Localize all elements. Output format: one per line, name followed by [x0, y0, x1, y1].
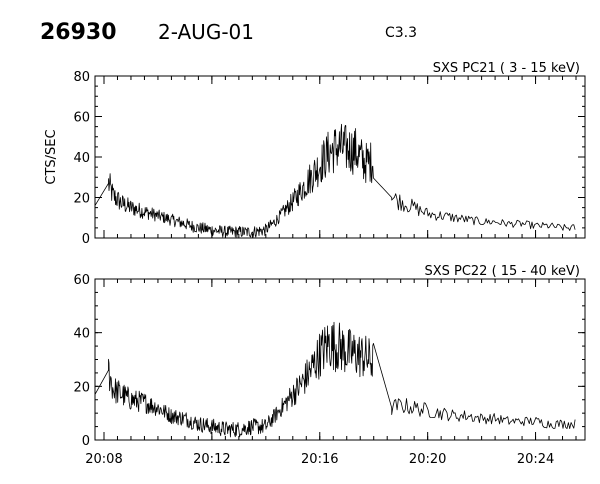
y-tick-label: 60 — [73, 111, 90, 126]
plot-frame — [94, 75, 586, 239]
panel-title: SXS PC21 ( 3 - 15 keV) — [433, 61, 580, 76]
y-tick-label: 20 — [73, 380, 90, 395]
chart-panel-1: 0 20 40 60 80 SXS PC21 ( 3 - 15 keV) CTS/SEC — [44, 61, 586, 247]
series-line-1 — [94, 123, 576, 238]
y-tick-label: 20 — [73, 192, 90, 207]
y-tick-label: 40 — [73, 151, 90, 166]
y-tick-label: 60 — [73, 273, 90, 288]
event-id: 26930 — [40, 20, 117, 45]
y-axis-label: CTS/SEC — [44, 129, 59, 184]
y-tick-label: 0 — [82, 434, 90, 449]
x-tick-label: 20:24 — [517, 452, 554, 467]
series-line-2 — [94, 321, 576, 438]
y-tick-label: 0 — [82, 232, 90, 247]
panel-title: SXS PC22 ( 15 - 40 keV) — [424, 264, 580, 279]
goes-class: C3.3 — [385, 25, 417, 41]
x-tick-label: 20:08 — [85, 452, 122, 467]
x-tick-label: 20:20 — [409, 452, 446, 467]
x-tick-label: 20:16 — [301, 452, 338, 467]
x-tick-label: 20:12 — [193, 452, 230, 467]
y-tick-label: 80 — [73, 70, 90, 85]
event-date: 2-AUG-01 — [158, 20, 254, 44]
chart-panel-2: 0 20 40 60 20:08 20:12 20:16 20:20 20:24 SXS PC22… — [73, 264, 586, 467]
y-tick-label: 40 — [73, 327, 90, 342]
